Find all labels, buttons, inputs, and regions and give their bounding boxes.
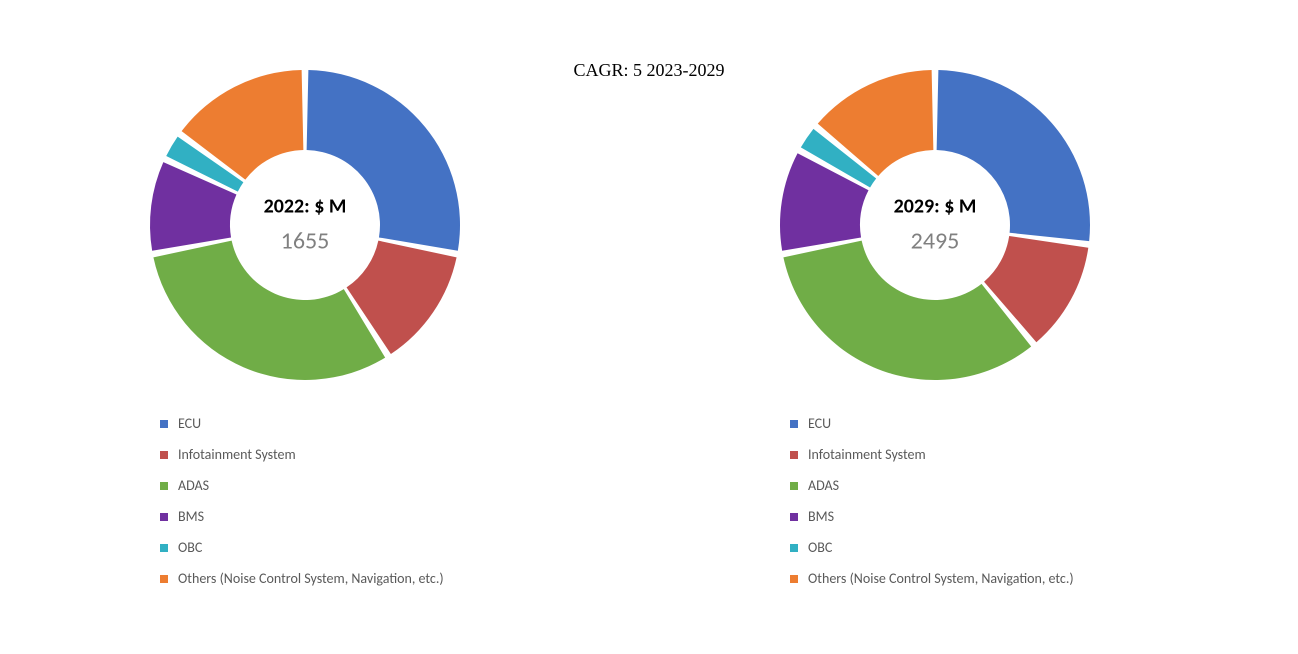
legend-swatch xyxy=(160,513,168,521)
legend-2022: ECU Infotainment System ADAS BMS OBC Others (… xyxy=(160,415,470,587)
legend-swatch xyxy=(160,544,168,552)
donut-year-label: 2029: $ M xyxy=(894,195,977,219)
legend-item: Others (Noise Control System, Navigation… xyxy=(790,570,1100,587)
legend-item: Infotainment System xyxy=(790,446,1100,463)
legend-swatch xyxy=(790,482,798,490)
donut-slice xyxy=(153,241,385,380)
legend-item: BMS xyxy=(790,508,1100,525)
legend-item: OBC xyxy=(160,539,470,556)
donut-wrap-2022: 2022: $ M 1655 xyxy=(140,60,470,390)
legend-swatch xyxy=(790,451,798,459)
donut-slice xyxy=(783,241,1031,380)
legend-item: ECU xyxy=(790,415,1100,432)
legend-2029: ECU Infotainment System ADAS BMS OBC Others (… xyxy=(790,415,1100,587)
legend-label: Infotainment System xyxy=(808,446,926,463)
legend-swatch xyxy=(160,482,168,490)
legend-label: ADAS xyxy=(178,477,209,494)
legend-swatch xyxy=(790,544,798,552)
legend-item: OBC xyxy=(790,539,1100,556)
legend-swatch xyxy=(790,513,798,521)
donut-chart-2029: 2029: $ M 2495 ECU Infotainment System ADA… xyxy=(770,60,1100,601)
donut-value: 2495 xyxy=(894,227,977,256)
legend-label: ADAS xyxy=(808,477,839,494)
donut-center-2029: 2029: $ M 2495 xyxy=(894,195,977,256)
legend-swatch xyxy=(790,575,798,583)
legend-item: ADAS xyxy=(790,477,1100,494)
legend-label: OBC xyxy=(808,539,832,556)
donut-center-2022: 2022: $ M 1655 xyxy=(264,195,347,256)
legend-item: Infotainment System xyxy=(160,446,470,463)
donut-year-label: 2022: $ M xyxy=(264,195,347,219)
legend-label: Others (Noise Control System, Navigation… xyxy=(178,570,444,587)
legend-item: ECU xyxy=(160,415,470,432)
donut-chart-2022: 2022: $ M 1655 ECU Infotainment System ADA… xyxy=(140,60,470,601)
legend-swatch xyxy=(160,575,168,583)
legend-label: OBC xyxy=(178,539,202,556)
legend-item: BMS xyxy=(160,508,470,525)
legend-label: ECU xyxy=(808,415,831,432)
legend-swatch xyxy=(790,420,798,428)
donut-value: 1655 xyxy=(264,227,347,256)
legend-item: Others (Noise Control System, Navigation… xyxy=(160,570,470,587)
legend-label: BMS xyxy=(178,508,204,525)
cagr-text: CAGR: 5 2023-2029 xyxy=(573,60,724,81)
donut-wrap-2029: 2029: $ M 2495 xyxy=(770,60,1100,390)
legend-label: BMS xyxy=(808,508,834,525)
legend-swatch xyxy=(160,451,168,459)
legend-item: ADAS xyxy=(160,477,470,494)
legend-label: ECU xyxy=(178,415,201,432)
legend-label: Others (Noise Control System, Navigation… xyxy=(808,570,1074,587)
legend-swatch xyxy=(160,420,168,428)
legend-label: Infotainment System xyxy=(178,446,296,463)
